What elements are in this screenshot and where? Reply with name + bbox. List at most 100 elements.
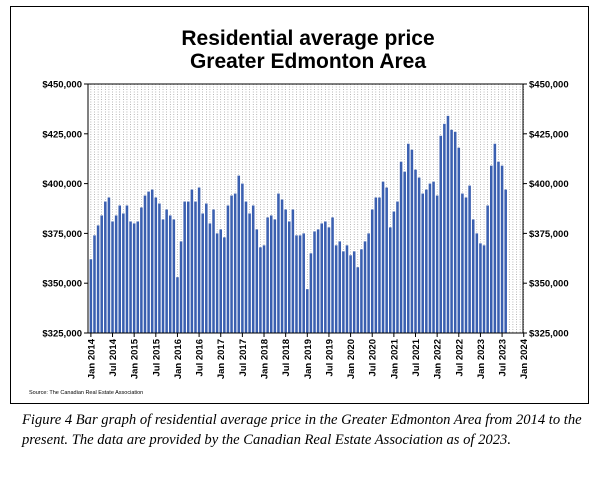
- bar: [132, 223, 136, 333]
- y-tick-label-right: $375,000: [529, 229, 569, 240]
- bar: [367, 233, 370, 333]
- y-tick-label-right: $350,000: [529, 279, 569, 290]
- y-tick-label-right: $325,000: [529, 329, 569, 340]
- chart-title-line-2: Greater Edmonton Area: [190, 50, 426, 73]
- bar: [439, 135, 443, 333]
- x-tick-label: Jan 2014: [86, 338, 97, 379]
- bar: [179, 241, 183, 333]
- bar: [489, 165, 493, 333]
- bar: [161, 219, 165, 333]
- bar: [230, 195, 233, 333]
- bar: [208, 223, 212, 333]
- bar: [396, 201, 399, 333]
- bar: [407, 143, 410, 333]
- bar: [93, 235, 96, 333]
- bar: [183, 201, 186, 333]
- bar: [457, 147, 461, 333]
- bar: [122, 213, 125, 333]
- bar: [277, 193, 280, 333]
- bar: [306, 289, 309, 333]
- x-tick-label: Jan 2018: [260, 339, 271, 379]
- bar: [215, 233, 219, 333]
- bar: [471, 219, 475, 333]
- bar: [104, 201, 107, 333]
- bar: [381, 181, 385, 333]
- bar: [410, 149, 414, 333]
- bar: [435, 195, 439, 333]
- x-tick-label: Jul 2019: [324, 339, 335, 377]
- bar: [443, 123, 446, 333]
- bar: [324, 221, 327, 333]
- x-axis-ticks: Jan 2014 Jul 2014 Jan 2015 Jul 2015 Jan 2016…: [86, 333, 530, 379]
- bar: [107, 197, 111, 333]
- y-tick-label-right: $425,000: [529, 129, 569, 140]
- bar: [205, 203, 208, 333]
- bar: [302, 233, 305, 333]
- figure-caption: Figure 4 Bar graph of residential averag…: [22, 412, 582, 448]
- bar: [432, 181, 435, 333]
- bar: [223, 237, 226, 333]
- bar: [136, 221, 140, 333]
- bar: [96, 225, 100, 333]
- bar: [165, 209, 168, 333]
- bar: [482, 245, 486, 333]
- bar: [190, 189, 194, 333]
- x-tick-label: Jul 2015: [151, 338, 162, 376]
- bar: [417, 177, 421, 333]
- x-tick-label: Jul 2014: [108, 338, 119, 376]
- bar: [154, 197, 158, 333]
- bar: [269, 215, 273, 333]
- bar: [140, 207, 143, 333]
- bar: [479, 243, 482, 333]
- bar: [464, 197, 468, 333]
- bar: [288, 221, 291, 333]
- y-tick-label-left: $325,000: [42, 329, 82, 340]
- bar: [497, 161, 500, 333]
- bar: [338, 241, 342, 333]
- plot-area-border: [87, 83, 524, 334]
- chart-frame: Residential average price Greater Edmont…: [10, 6, 589, 404]
- bar: [118, 205, 122, 333]
- bar: [453, 131, 457, 333]
- x-tick-label: Jan 2015: [130, 338, 141, 379]
- y-tick-label-left: $400,000: [42, 179, 82, 190]
- bar: [147, 191, 150, 333]
- bar: [291, 209, 295, 333]
- bar: [241, 183, 244, 333]
- bar: [143, 195, 147, 333]
- bar: [129, 221, 132, 333]
- x-tick-label: Jan 2023: [476, 339, 487, 379]
- y-tick-label-right: $450,000: [529, 80, 569, 91]
- bar: [414, 169, 417, 333]
- bar: [327, 227, 331, 333]
- chart-title-line-1: Residential average price: [181, 27, 434, 50]
- bar: [399, 161, 403, 333]
- bar: [461, 193, 464, 333]
- x-tick-label: Jan 2020: [346, 339, 357, 379]
- bar: [331, 217, 334, 333]
- bar: [356, 267, 360, 333]
- bar: [150, 189, 154, 333]
- bar: [284, 209, 287, 333]
- bar: [504, 189, 507, 333]
- bar: [475, 233, 479, 333]
- bar: [370, 209, 374, 333]
- bar: [248, 213, 251, 333]
- bar: [197, 187, 201, 333]
- bar: [168, 215, 172, 333]
- bar: [255, 229, 259, 333]
- bar: [262, 245, 266, 333]
- x-tick-label: Jan 2016: [173, 339, 184, 379]
- x-tick-label: Jul 2023: [498, 339, 509, 377]
- bar: [316, 229, 320, 333]
- bar: [345, 245, 349, 333]
- x-tick-label: Jul 2017: [238, 339, 249, 377]
- bar: [172, 219, 176, 333]
- y-tick-label-right: $400,000: [529, 179, 569, 190]
- bar: [392, 211, 396, 333]
- bar: [237, 175, 241, 333]
- bar: [111, 221, 114, 333]
- bar: [212, 209, 215, 333]
- bar: [309, 253, 313, 333]
- bar: [385, 187, 388, 333]
